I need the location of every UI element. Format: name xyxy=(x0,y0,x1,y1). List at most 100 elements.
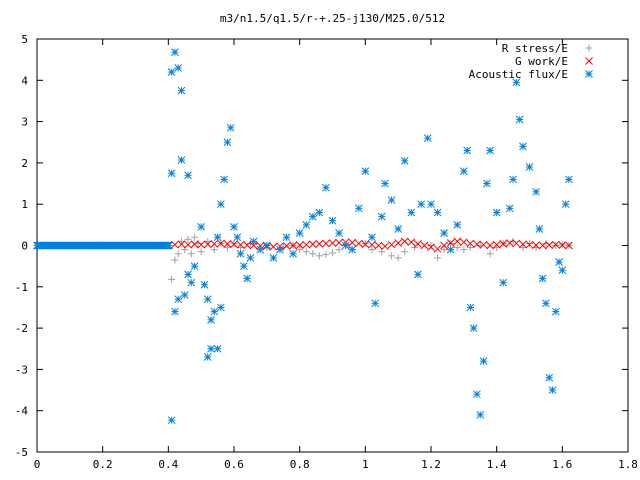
data-point xyxy=(328,216,337,225)
data-point xyxy=(315,239,324,248)
data-point xyxy=(401,248,409,256)
data-point xyxy=(509,175,517,184)
y-tick-label: -5 xyxy=(15,446,28,459)
data-point xyxy=(427,242,435,249)
data-point xyxy=(548,386,557,394)
data-point xyxy=(203,295,212,304)
data-point xyxy=(545,373,554,382)
data-point xyxy=(368,240,376,249)
data-point xyxy=(233,233,242,242)
data-point xyxy=(282,242,291,250)
data-point xyxy=(223,244,231,252)
data-point xyxy=(191,233,199,241)
data-point xyxy=(394,225,403,233)
data-point xyxy=(302,248,310,256)
legend-label: R stress/E xyxy=(502,42,568,55)
data-point xyxy=(354,204,363,213)
data-point xyxy=(407,208,416,217)
data-point xyxy=(460,246,468,254)
data-point xyxy=(220,175,229,184)
x-tick-label: 1 xyxy=(362,458,369,471)
data-point xyxy=(361,167,370,176)
data-point xyxy=(476,410,485,419)
data-point xyxy=(289,249,297,258)
data-point xyxy=(388,252,396,260)
data-point xyxy=(519,244,527,252)
y-tick-label: 3 xyxy=(21,116,28,129)
data-point xyxy=(171,48,179,57)
data-point xyxy=(486,146,494,155)
data-point xyxy=(269,254,278,262)
legend-marker xyxy=(585,57,593,65)
data-point xyxy=(171,240,179,249)
y-tick-label: -4 xyxy=(15,405,29,418)
data-point xyxy=(230,239,238,247)
data-point xyxy=(230,223,238,231)
data-point xyxy=(203,353,212,361)
data-point xyxy=(295,241,304,249)
data-point xyxy=(453,220,462,229)
x-tick-label: 0 xyxy=(34,458,41,471)
data-point xyxy=(420,241,429,250)
data-point xyxy=(282,233,291,242)
data-point xyxy=(190,240,199,249)
data-point xyxy=(230,240,238,249)
data-point xyxy=(505,239,514,247)
data-point xyxy=(532,241,540,249)
data-point xyxy=(315,252,323,260)
data-point xyxy=(542,299,550,308)
data-point xyxy=(565,175,573,184)
data-point xyxy=(309,250,317,258)
data-point xyxy=(545,241,554,249)
data-point xyxy=(236,240,245,249)
data-point xyxy=(466,244,474,252)
legend-label: Acoustic flux/E xyxy=(469,68,568,81)
data-point xyxy=(167,416,176,425)
data-point xyxy=(262,241,271,250)
data-point xyxy=(341,241,350,250)
data-point xyxy=(479,357,488,365)
data-point xyxy=(535,225,544,233)
data-point xyxy=(289,241,297,250)
data-point xyxy=(348,245,357,254)
data-point xyxy=(453,244,461,252)
data-point xyxy=(184,235,192,243)
data-point xyxy=(223,138,232,147)
data-point xyxy=(371,299,380,308)
data-point xyxy=(492,208,501,217)
legend-marker xyxy=(585,44,593,52)
data-point xyxy=(243,241,251,249)
legend-marker xyxy=(585,70,593,78)
data-point xyxy=(466,303,475,312)
data-point xyxy=(276,245,284,254)
data-point xyxy=(453,237,462,246)
data-point xyxy=(519,240,527,249)
data-point xyxy=(558,241,567,249)
data-point xyxy=(217,303,225,312)
x-tick-label: 0.4 xyxy=(158,458,178,471)
data-point xyxy=(446,245,455,254)
data-point xyxy=(551,307,560,316)
data-point xyxy=(361,239,369,247)
data-point xyxy=(361,240,370,249)
acoustic-flux-baseline-points xyxy=(33,241,173,250)
x-tick-label: 0.8 xyxy=(290,458,310,471)
data-point xyxy=(322,251,330,259)
data-point xyxy=(239,262,248,271)
x-tick-label: 1.4 xyxy=(487,458,507,471)
data-point xyxy=(200,280,209,289)
data-point xyxy=(217,239,225,248)
data-point xyxy=(555,258,563,266)
data-point xyxy=(302,240,311,249)
data-point xyxy=(213,233,222,242)
data-point xyxy=(295,229,304,237)
data-point xyxy=(552,242,560,249)
data-point xyxy=(348,238,357,247)
data-point xyxy=(184,270,192,279)
data-point xyxy=(551,240,560,249)
data-point xyxy=(335,229,343,237)
data-point xyxy=(374,241,383,250)
data-point xyxy=(414,270,422,279)
data-point xyxy=(387,240,396,249)
data-point xyxy=(213,344,222,353)
